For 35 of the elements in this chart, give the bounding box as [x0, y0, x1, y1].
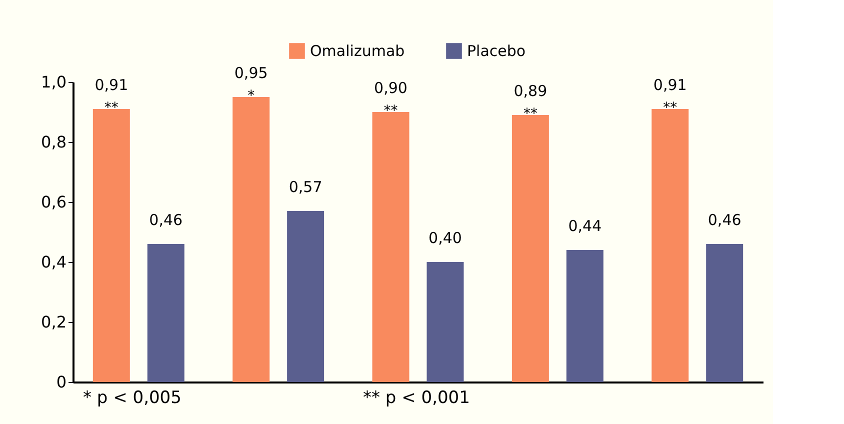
- data-label: 0,46: [149, 211, 183, 229]
- data-label: 0,95: [234, 64, 268, 82]
- y-tick-label: 0: [56, 372, 66, 392]
- bar: [566, 250, 604, 382]
- data-label: 0,46: [708, 211, 742, 229]
- data-label: 0,40: [428, 229, 462, 247]
- bar: [287, 211, 324, 382]
- annotation: *: [248, 88, 255, 104]
- y-tick-label: 0,6: [41, 192, 66, 212]
- text: ** p < 0,001: [363, 388, 470, 408]
- y-tick-label: 0,4: [41, 252, 66, 272]
- annotation: **: [104, 100, 118, 116]
- y-tick-label: 0,2: [41, 312, 66, 332]
- legend-label: Omalizumab: [310, 42, 405, 60]
- data-label: 0,91: [94, 76, 128, 94]
- data-label: 0,57: [288, 178, 322, 196]
- legend-label: Placebo: [467, 42, 526, 60]
- bar: [147, 244, 184, 382]
- bar: [652, 109, 689, 382]
- bar: [512, 115, 549, 382]
- y-tick-label: 1,0: [41, 72, 66, 92]
- bar: [372, 112, 410, 382]
- annotation: **: [523, 106, 538, 122]
- data-label: 0,89: [514, 82, 548, 100]
- data-label: 0,44: [568, 217, 602, 235]
- bar: [706, 244, 744, 382]
- annotation: **: [663, 100, 678, 116]
- text: * p < 0,005: [83, 388, 182, 408]
- data-label: 0,91: [653, 76, 687, 94]
- bar: [232, 97, 270, 382]
- bar: [426, 262, 464, 382]
- bar: [92, 109, 130, 382]
- data-label: 0,90: [374, 79, 408, 97]
- y-tick-label: 0,8: [41, 132, 66, 152]
- annotation: **: [384, 103, 398, 119]
